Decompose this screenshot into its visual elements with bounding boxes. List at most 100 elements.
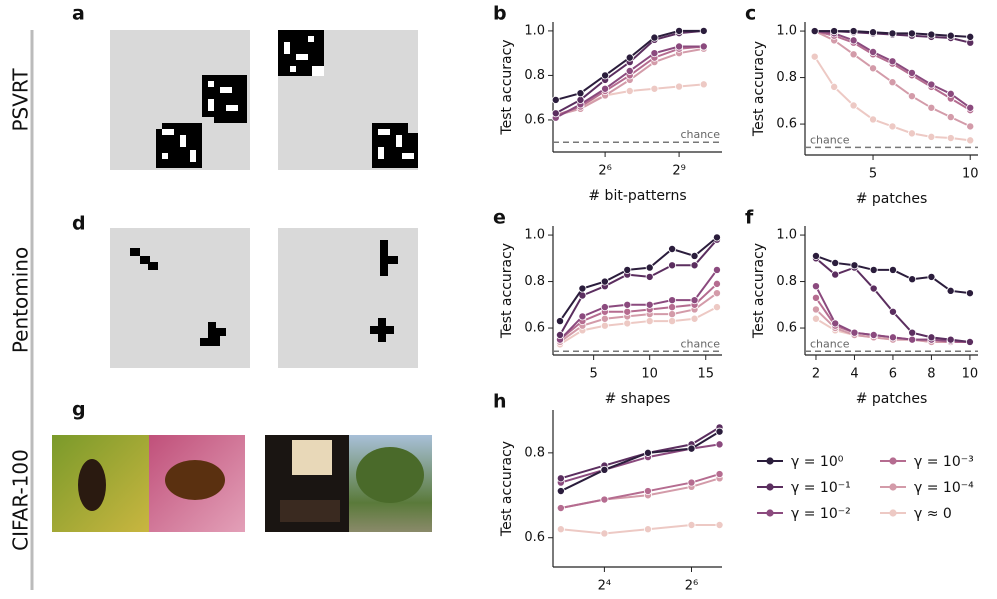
data-point: [907, 68, 916, 77]
data-point: [556, 317, 565, 326]
legend-label: γ = 10⁻⁴: [914, 480, 974, 496]
data-point: [690, 314, 699, 323]
data-point: [643, 525, 652, 534]
legend-label: γ = 10⁻²: [791, 506, 851, 522]
x-axis-title: # shapes: [605, 391, 671, 407]
data-point: [946, 113, 955, 122]
chance-label: chance: [680, 337, 720, 350]
data-point: [675, 82, 684, 91]
data-point: [668, 310, 677, 319]
data-point: [600, 303, 609, 312]
data-point: [907, 29, 916, 38]
data-point: [966, 103, 975, 112]
y-tick-label: 0.6: [776, 117, 797, 132]
data-point: [690, 296, 699, 305]
data-point: [811, 314, 820, 323]
x-tick-label: 15: [697, 367, 714, 382]
y-tick-label: 1.0: [776, 24, 797, 39]
data-point: [699, 42, 708, 51]
data-point: [625, 66, 634, 75]
data-point: [869, 331, 878, 340]
data-point: [966, 136, 975, 145]
data-point: [600, 314, 609, 323]
x-tick-label: 8: [927, 367, 935, 382]
data-point: [551, 109, 560, 118]
data-point: [623, 319, 632, 328]
data-point: [908, 275, 917, 284]
data-point: [966, 32, 975, 41]
data-point: [715, 440, 724, 449]
data-point: [600, 529, 609, 538]
data-point: [645, 317, 654, 326]
data-point: [556, 525, 565, 534]
data-point: [643, 487, 652, 496]
data-point: [650, 84, 659, 93]
psvrt-image: [278, 30, 418, 170]
row-label: CIFAR-100: [9, 449, 33, 551]
data-point: [687, 444, 696, 453]
pentomino-image: [110, 228, 250, 368]
data-point: [849, 50, 858, 59]
y-axis-title: Test accuracy: [499, 441, 515, 537]
data-point: [690, 261, 699, 270]
data-point: [869, 47, 878, 56]
data-point: [668, 296, 677, 305]
data-point: [675, 26, 684, 35]
cifar-image: [265, 435, 432, 532]
y-axis-title: Test accuracy: [751, 41, 767, 137]
data-point: [687, 478, 696, 487]
cifar-image: [52, 435, 245, 532]
data-point: [687, 520, 696, 529]
data-point: [643, 448, 652, 457]
data-point: [927, 80, 936, 89]
x-tick-label: 2: [812, 367, 820, 382]
data-point: [556, 331, 565, 340]
x-axis-title: # patches: [856, 391, 928, 407]
data-point: [600, 465, 609, 474]
chance-label: chance: [810, 337, 850, 350]
y-tick-label: 0.6: [776, 321, 797, 336]
data-point: [810, 52, 819, 61]
data-point: [715, 520, 724, 529]
x-axis-title: # patches: [856, 191, 928, 207]
data-point: [869, 64, 878, 73]
data-point: [601, 71, 610, 80]
panel-letter: g: [72, 399, 86, 421]
legend-marker: [766, 483, 774, 491]
data-point: [623, 265, 632, 274]
legend-label: γ = 10⁰: [791, 454, 844, 470]
panel-letter: h: [493, 391, 507, 413]
row-label: Pentomino: [9, 247, 33, 353]
data-point: [645, 263, 654, 272]
data-point: [965, 289, 974, 298]
data-point: [576, 89, 585, 98]
data-point: [668, 261, 677, 270]
x-tick-label: 5: [869, 167, 877, 182]
data-point: [831, 270, 840, 279]
y-tick-label: 1.0: [524, 23, 545, 38]
data-point: [578, 284, 587, 293]
data-point: [888, 333, 897, 342]
data-point: [888, 29, 897, 38]
panel-letter: b: [493, 3, 507, 25]
y-axis-title: Test accuracy: [751, 243, 767, 339]
x-tick-label: 5: [589, 367, 597, 382]
y-tick-label: 1.0: [776, 228, 797, 243]
data-point: [556, 474, 565, 483]
data-point: [668, 317, 677, 326]
panel-letter: f: [745, 207, 754, 229]
data-point: [668, 303, 677, 312]
data-point: [888, 307, 897, 316]
data-point: [625, 87, 634, 96]
data-point: [946, 89, 955, 98]
data-point: [927, 272, 936, 281]
data-point: [907, 92, 916, 101]
data-point: [888, 78, 897, 87]
y-tick-label: 0.6: [524, 112, 545, 127]
data-point: [699, 80, 708, 89]
data-point: [888, 122, 897, 131]
data-point: [849, 101, 858, 110]
data-point: [831, 258, 840, 267]
x-tick-label: 6: [889, 367, 897, 382]
